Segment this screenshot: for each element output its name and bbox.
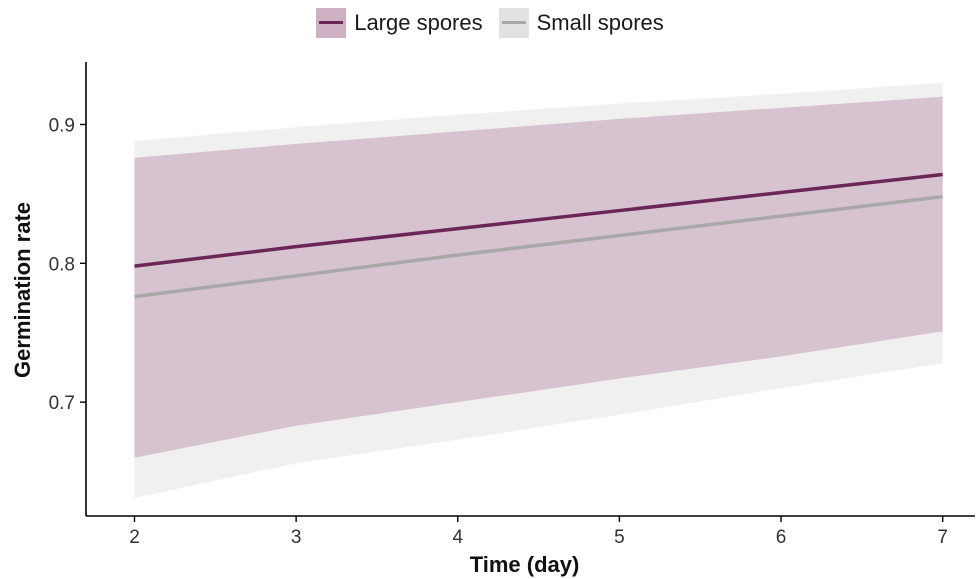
x-tick-label-3: 3 [291, 527, 302, 548]
band-large-spores [134, 96, 943, 458]
legend-label-large-spores: Large spores [354, 10, 483, 35]
y-tick-label-0.9: 0.9 [49, 115, 75, 136]
y-axis-title: Germination rate [10, 202, 35, 378]
legend-swatch-large-spores [316, 8, 347, 38]
line-small-spores [134, 194, 943, 299]
x-tick-label-4: 4 [452, 527, 463, 548]
legend: Large spores Small spores [0, 8, 980, 38]
x-tick-label-5: 5 [614, 527, 625, 548]
line-large-spores [134, 172, 943, 268]
y-tick-label-0.7: 0.7 [49, 393, 75, 414]
y-tick-label-0.8: 0.8 [49, 254, 75, 275]
x-axis-title: Time (day) [470, 552, 580, 577]
legend-label-small-spores: Small spores [536, 10, 664, 35]
x-tick-label-7: 7 [937, 527, 948, 548]
legend-item-large-spores: Large spores [316, 8, 483, 38]
legend-swatch-small-spores [498, 8, 529, 38]
x-tick-label-6: 6 [776, 527, 787, 548]
legend-item-small-spores: Small spores [498, 8, 664, 38]
x-tick-label-2: 2 [129, 527, 140, 548]
